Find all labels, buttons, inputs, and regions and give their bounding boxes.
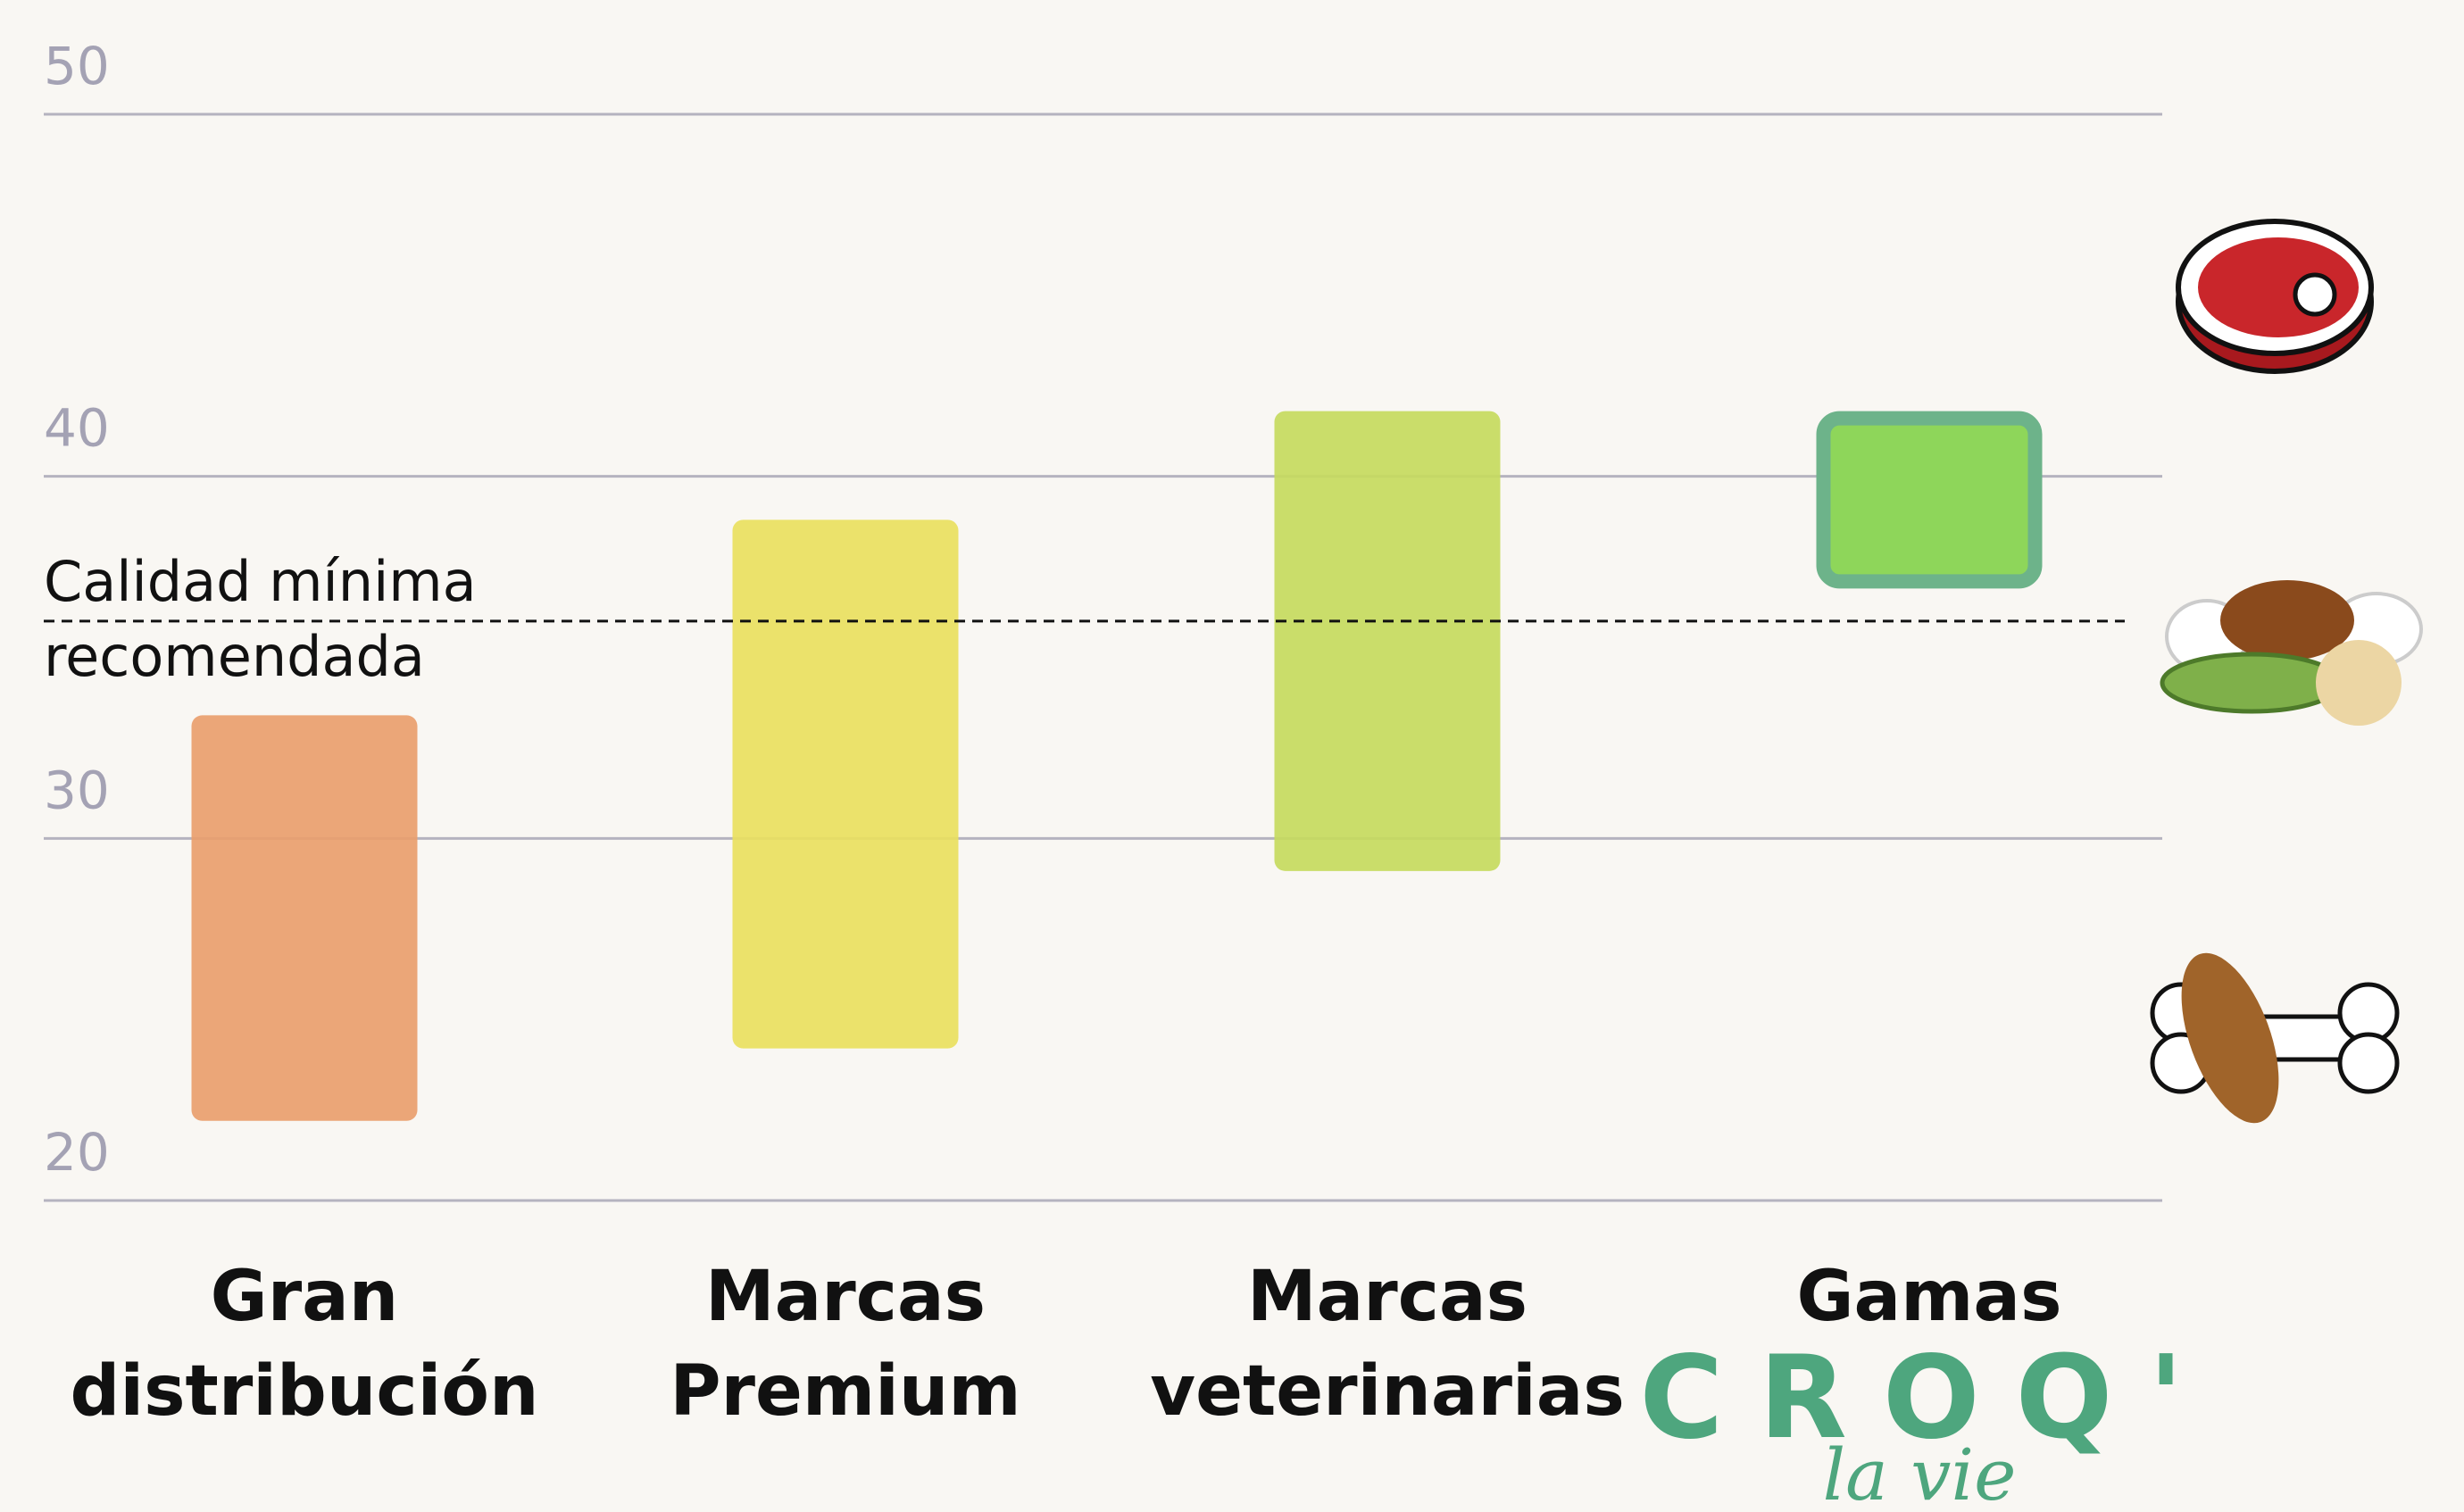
bar [192,715,418,1120]
bar [1824,419,2035,582]
x-tick-label: Gamas [1797,1250,2062,1344]
logo-tagline: la vie [1823,1433,2017,1512]
x-tick-label: Marcas veterinarias [1150,1250,1625,1439]
x-tick-label: Gran distribución [71,1250,539,1439]
bone-icon [2152,941,2397,1136]
reference-label: Calidad mínima recomendada [44,544,544,694]
bar [733,519,959,1048]
y-tick-label: 20 [44,1122,110,1183]
steak-icon [2178,221,2371,371]
mixed-ingredients-icon [2162,580,2421,726]
y-tick-label: 50 [44,36,110,96]
bar [1275,411,1501,871]
y-tick-label: 40 [44,398,110,459]
y-tick-label: 30 [44,760,110,820]
page: {"chart_data": {"type": "range-bar", "ca… [0,0,2464,1512]
x-tick-label: Marcas Premium [670,1250,1020,1439]
